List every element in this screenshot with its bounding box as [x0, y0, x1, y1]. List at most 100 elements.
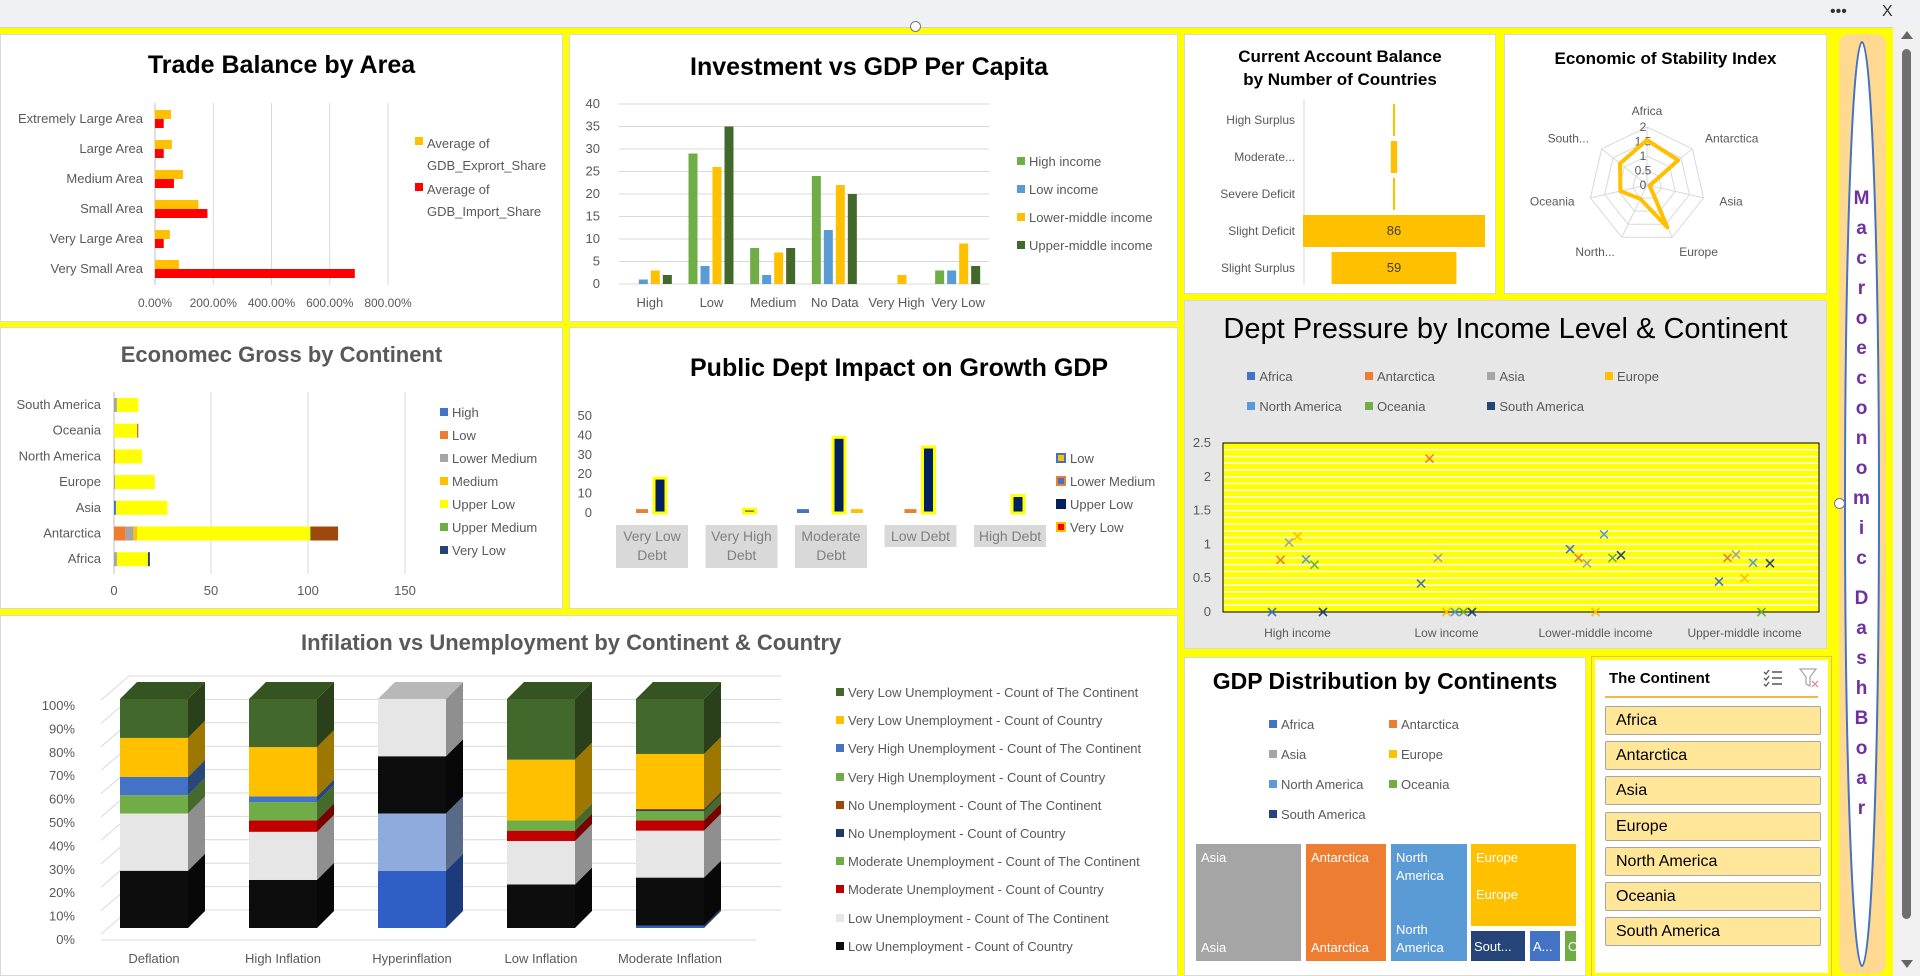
legend-item[interactable]: Upper Medium: [440, 519, 537, 536]
slicer-header-divider: [1605, 696, 1818, 698]
legend-item[interactable]: North America: [1269, 776, 1363, 793]
inflation-unemployment-chart[interactable]: Infilation vs Unemployment by Continent …: [0, 615, 1178, 976]
x-tick-label: 0.00%: [138, 296, 172, 310]
legend-item[interactable]: Europe: [1605, 368, 1659, 385]
resize-handle[interactable]: [910, 21, 921, 32]
legend-item[interactable]: Low income: [1017, 181, 1098, 198]
more-options-button[interactable]: •••: [1830, 3, 1847, 20]
treemap-tile-antarctica[interactable]: Antarctica Antarctica: [1305, 843, 1387, 962]
treemap-tile-north-america[interactable]: North America North America: [1390, 843, 1468, 962]
current-account-chart[interactable]: Current Account Balance by Number of Cou…: [1184, 34, 1496, 294]
column-segment-front: [249, 747, 317, 797]
scrollbar-thumb[interactable]: [1902, 49, 1911, 919]
column-segment-side: [575, 823, 592, 885]
resize-handle[interactable]: [1834, 498, 1845, 509]
legend-item[interactable]: No Unemployment - Count of The Continent: [836, 797, 1101, 814]
legend-item[interactable]: Oceania: [1365, 398, 1425, 415]
legend-item[interactable]: Upper Low: [1056, 496, 1133, 513]
stability-index-chart[interactable]: Economic of Stability Index Africa Antarc…: [1504, 34, 1827, 294]
treemap-tile-a[interactable]: A...: [1529, 930, 1561, 962]
legend-item[interactable]: North America: [1247, 398, 1342, 415]
column-segment-side: [188, 759, 205, 796]
bar-lower-middle-income: [650, 270, 660, 284]
legend-item[interactable]: Medium: [440, 473, 498, 490]
debt-pressure-chart[interactable]: Dept Pressure by Income Level & Continen…: [1184, 300, 1827, 649]
slicer-item-north-america[interactable]: North America: [1605, 846, 1821, 876]
public-debt-chart[interactable]: Public Dept Impact on Growth GDP 0 10 20 30…: [569, 327, 1178, 609]
slicer-item-africa[interactable]: Africa: [1605, 706, 1821, 735]
legend-item[interactable]: Moderate Unemployment - Count of Country: [836, 881, 1104, 898]
legend-item[interactable]: Lower Medium: [1056, 473, 1155, 490]
legend-swatch: [836, 857, 844, 866]
point-oceania: [1309, 560, 1320, 570]
y-tick-label: 0: [1204, 604, 1211, 619]
legend-item[interactable]: Low Unemployment - Count of Country: [836, 938, 1073, 955]
column-segment-side: [446, 739, 463, 814]
close-button[interactable]: X: [1882, 3, 1893, 20]
legend-item[interactable]: Very Low: [440, 542, 505, 559]
legend-item[interactable]: High income: [1017, 153, 1101, 170]
point-antarctica: [1275, 555, 1286, 565]
legend-item[interactable]: Upper-middle income: [1017, 237, 1153, 254]
legend-item[interactable]: Asia: [1269, 746, 1306, 763]
y-tick-label: 10%: [49, 909, 75, 924]
legend-item[interactable]: Very Low: [1056, 519, 1123, 536]
legend-item[interactable]: Oceania: [1389, 776, 1449, 793]
legend-item[interactable]: Very Low Unemployment - Count of Country: [836, 712, 1102, 729]
slicer-item-europe[interactable]: Europe: [1605, 811, 1821, 841]
legend-item[interactable]: Upper Low: [440, 496, 515, 513]
slicer-item-antarctica[interactable]: Antarctica: [1605, 741, 1821, 771]
legend-label: Very High Unemployment - Count of The Co…: [848, 741, 1142, 757]
legend-item[interactable]: Low: [1056, 450, 1094, 467]
slicer-item-asia[interactable]: Asia: [1605, 776, 1821, 806]
legend-item[interactable]: Africa: [1247, 368, 1293, 385]
continent-slicer[interactable]: The Continent Africa Antarctica Asia Europe…: [1591, 656, 1832, 976]
legend-item[interactable]: Very High Unemployment - Count of The Co…: [836, 740, 1141, 757]
legend-swatch: [1017, 241, 1025, 249]
legend-item[interactable]: High: [440, 404, 479, 421]
legend-item[interactable]: Lower-middle income: [1017, 209, 1153, 226]
legend-item[interactable]: Europe: [1389, 746, 1443, 763]
legend-item[interactable]: Antarctica: [1389, 716, 1459, 733]
bar-segment-lower-medium: [114, 552, 117, 567]
column-segment-side: [317, 803, 334, 832]
treemap-tile-europe[interactable]: Europe Europe: [1470, 843, 1577, 927]
column-segment-front: [507, 840, 575, 885]
legend-item[interactable]: Africa: [1269, 716, 1314, 733]
category-label: Europe: [1679, 245, 1718, 259]
gdp-distribution-chart[interactable]: GDP Distribution by Continents Africa Ant…: [1184, 657, 1586, 976]
scroll-up-arrow-icon[interactable]: [1901, 31, 1913, 39]
legend-item[interactable]: Very Low Unemployment - Count of The Con…: [836, 684, 1138, 701]
bar-average-of-gdb-exprort-share: [155, 260, 179, 269]
trade-balance-chart[interactable]: Trade Balance by Area 0.00% 200.00% 400.00…: [0, 34, 563, 322]
category-label-box: [616, 525, 688, 568]
legend-item[interactable]: South America: [1487, 398, 1584, 415]
legend-item[interactable]: Moderate Unemployment - Count of The Con…: [836, 853, 1140, 870]
treemap-tile-sout[interactable]: Sout...: [1470, 930, 1526, 962]
treemap-tile-asia[interactable]: Asia Asia: [1195, 843, 1302, 962]
legend-item[interactable]: Average of GDB_Exprort_Share: [415, 133, 555, 177]
legend-label: South America: [1499, 399, 1584, 414]
category-label: Hyperinflation: [372, 951, 452, 966]
scroll-down-arrow-icon[interactable]: [1901, 960, 1913, 968]
legend-item[interactable]: No Unemployment - Count of Country: [836, 825, 1065, 842]
legend-item[interactable]: Low: [440, 427, 476, 444]
legend-item[interactable]: Lower Medium: [440, 450, 537, 467]
legend-item[interactable]: Average of GDB_Import_Share: [415, 179, 555, 223]
bar-lower-middle-income: [897, 275, 907, 284]
clear-filter-icon[interactable]: [1799, 668, 1819, 688]
multi-select-icon[interactable]: [1763, 669, 1783, 687]
slicer-item-oceania[interactable]: Oceania: [1605, 882, 1821, 911]
legend-item[interactable]: Asia: [1487, 368, 1525, 385]
legend-item[interactable]: Low Unemployment - Count of The Continen…: [836, 910, 1109, 927]
legend-item[interactable]: Antarctica: [1365, 368, 1435, 385]
treemap-tile-o[interactable]: O: [1564, 930, 1577, 962]
column-segment-side: [704, 794, 721, 821]
slicer-item-south-america[interactable]: South America: [1605, 917, 1821, 947]
legend-item[interactable]: Very High Unemployment - Count of Countr…: [836, 769, 1105, 786]
investment-vs-gdp-chart[interactable]: Investment vs GDP Per Capita 0 5 10 15 20 25 3…: [569, 34, 1178, 322]
economic-gross-chart[interactable]: Economec Gross by Continent 0 50 100 150 Sou…: [0, 327, 563, 609]
legend-item[interactable]: South America: [1269, 806, 1366, 823]
point-africa: [1416, 579, 1426, 589]
vertical-scrollbar[interactable]: [1893, 27, 1920, 976]
